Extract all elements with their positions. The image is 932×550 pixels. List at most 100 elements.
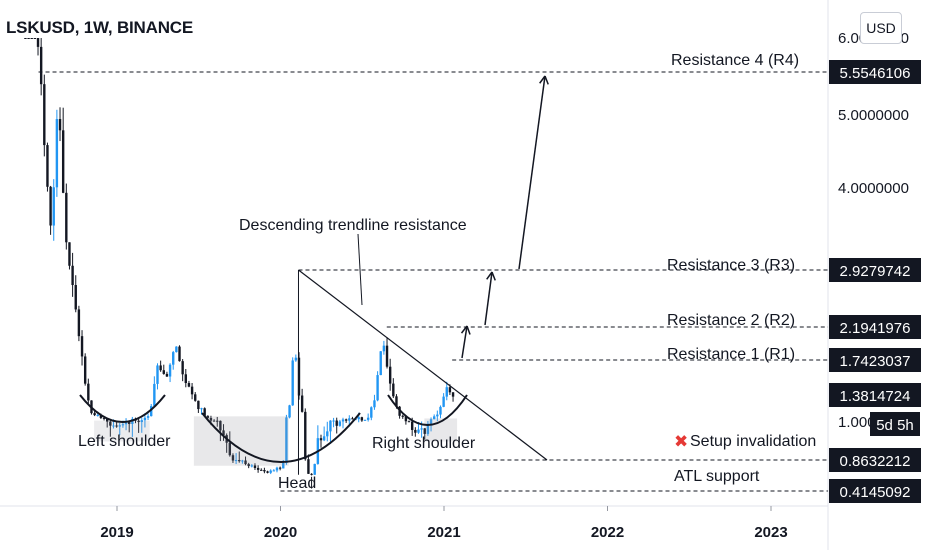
candle-body xyxy=(256,467,260,470)
candle-body xyxy=(373,400,376,408)
candle-body xyxy=(184,374,187,384)
candle-body xyxy=(241,460,244,462)
countdown-label: 5d 5h xyxy=(876,417,914,434)
candle-body xyxy=(445,387,448,397)
candle-body xyxy=(33,38,37,39)
candle-body xyxy=(269,470,272,473)
candle-body xyxy=(291,360,294,406)
candle-body xyxy=(137,420,140,423)
candle-body xyxy=(124,421,128,425)
candle-body xyxy=(46,145,49,187)
candle-body xyxy=(115,425,118,427)
price-label-ATL: 0.4145092 xyxy=(840,484,911,501)
candle-body xyxy=(231,455,235,461)
candle-body xyxy=(429,419,433,424)
candle-body xyxy=(77,309,81,337)
candle-body xyxy=(297,357,301,396)
candle-body xyxy=(61,130,65,193)
candle-body xyxy=(150,406,153,417)
candle-body xyxy=(206,415,210,418)
candle-body xyxy=(178,346,181,362)
candle-body xyxy=(228,442,232,456)
candle-body xyxy=(275,467,279,471)
candle-body xyxy=(414,429,417,433)
candle-body xyxy=(194,394,197,401)
candle-body xyxy=(153,383,156,407)
candle-body xyxy=(168,364,172,377)
candle-body xyxy=(36,38,40,47)
candle-body xyxy=(335,420,338,426)
candle-body xyxy=(87,383,90,401)
arrow-to-r3 xyxy=(484,271,496,326)
candle-body xyxy=(351,418,354,420)
candle-body xyxy=(253,465,257,468)
price-label-box xyxy=(829,258,921,282)
candle-body xyxy=(272,470,276,472)
candle-body xyxy=(439,406,442,415)
candle-body xyxy=(260,469,263,471)
candle-body xyxy=(357,417,360,420)
candle-body xyxy=(96,414,99,416)
price-label-box xyxy=(829,348,921,372)
candle-body xyxy=(58,119,62,131)
candle-body xyxy=(392,383,395,397)
countdown-box xyxy=(870,412,920,436)
candle-body xyxy=(244,460,247,465)
candle-body xyxy=(197,400,200,410)
candle-body xyxy=(304,411,307,460)
candle-body xyxy=(118,425,121,427)
candle-body xyxy=(404,415,408,422)
candle-body xyxy=(341,419,345,422)
candle-body xyxy=(65,192,68,243)
candle-body xyxy=(238,460,241,462)
candle-body xyxy=(379,351,382,376)
candle-body xyxy=(212,420,216,422)
x-tick-label: 2020 xyxy=(264,524,297,541)
right-shoulder-label: Right shoulder xyxy=(372,435,476,452)
candle-body xyxy=(376,375,379,401)
arrow-to-r4 xyxy=(518,75,549,270)
candle-body xyxy=(27,38,30,39)
candle-body xyxy=(250,465,254,467)
candle-body xyxy=(448,387,452,393)
candle-body xyxy=(43,84,46,146)
candle-body xyxy=(200,408,203,410)
candle-body xyxy=(93,413,96,416)
candle-body xyxy=(112,425,115,427)
price-label-R1: 1.7423037 xyxy=(840,353,911,370)
head-label: Head xyxy=(278,475,316,492)
price-label-box xyxy=(829,479,921,503)
candle-body xyxy=(219,420,222,431)
descending-trendline[interactable] xyxy=(298,269,548,461)
candle-body xyxy=(300,395,304,412)
r2-label: Resistance 2 (R2) xyxy=(667,312,795,329)
arrow-to-r2 xyxy=(460,325,471,359)
candle-body xyxy=(382,345,386,352)
candle-body xyxy=(121,424,125,426)
candle-body xyxy=(165,373,169,377)
candle-body xyxy=(307,459,310,474)
candle-body xyxy=(436,414,439,417)
candle-body xyxy=(105,418,109,422)
candle-body xyxy=(313,463,316,475)
candle-body xyxy=(366,417,370,420)
candle-body xyxy=(288,405,291,418)
head-zone xyxy=(193,416,289,466)
candle-body xyxy=(74,285,77,310)
candle-body xyxy=(385,345,389,367)
candle-body xyxy=(407,421,411,423)
candle-body xyxy=(326,431,329,437)
currency-button[interactable]: USD xyxy=(860,12,902,44)
candle-body xyxy=(310,473,313,475)
candle-body xyxy=(55,119,59,188)
candle-body xyxy=(423,428,426,434)
candle-body xyxy=(266,471,269,473)
candle-body xyxy=(282,462,285,469)
candle-body xyxy=(68,242,71,266)
candle-body xyxy=(102,417,106,419)
x-tick-label: 2021 xyxy=(427,524,460,541)
candle-body xyxy=(49,186,52,226)
candle-body xyxy=(187,383,191,387)
x-tick-label: 2023 xyxy=(754,524,787,541)
